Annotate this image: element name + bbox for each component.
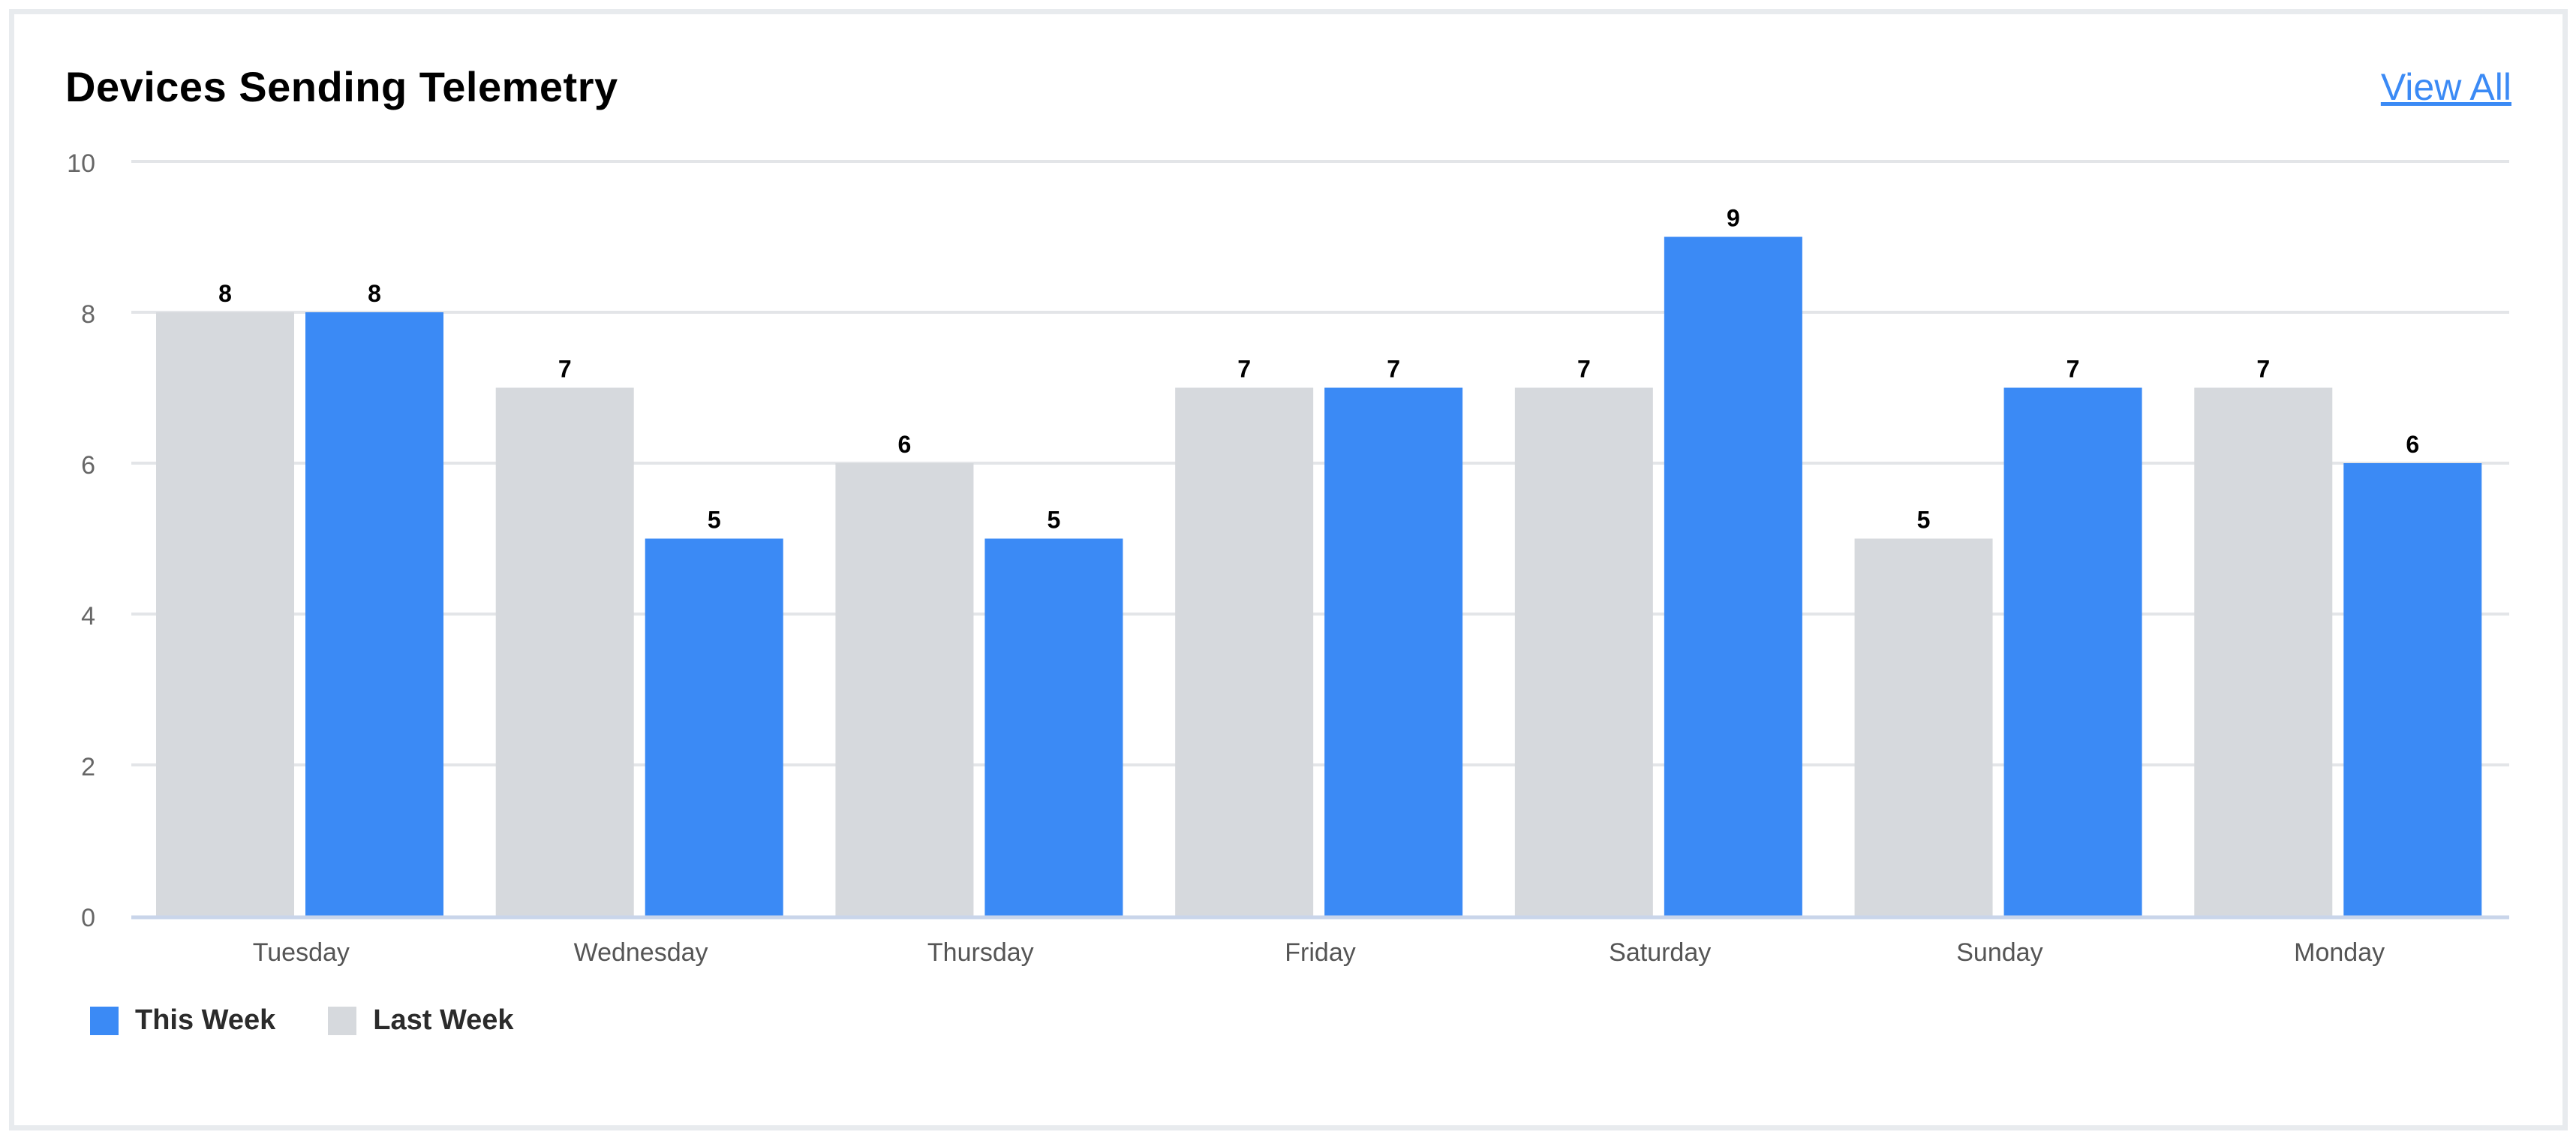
data-label: 8 xyxy=(218,280,232,307)
bar-this-week xyxy=(2003,387,2142,916)
data-label: 7 xyxy=(1237,356,1251,383)
bar-last-week xyxy=(2194,387,2333,916)
bar-this-week xyxy=(984,538,1123,916)
data-label: 9 xyxy=(1727,205,1740,232)
bar-this-week xyxy=(2343,463,2482,916)
y-tick-label: 8 xyxy=(81,300,95,329)
legend-item-this-week[interactable]: This Week xyxy=(90,1004,275,1037)
x-tick-label: Thursday xyxy=(927,938,1034,967)
data-label: 6 xyxy=(2406,431,2419,458)
y-tick-label: 0 xyxy=(81,904,95,932)
legend-item-last-week[interactable]: Last Week xyxy=(328,1004,514,1037)
bar-last-week xyxy=(1854,538,1993,916)
data-label: 7 xyxy=(1577,356,1591,383)
legend-label: Last Week xyxy=(373,1004,514,1036)
bar-last-week xyxy=(835,463,974,916)
bar-last-week xyxy=(156,312,294,916)
data-label: 7 xyxy=(558,356,572,383)
data-label: 5 xyxy=(708,507,721,534)
x-tick-label: Tuesday xyxy=(253,938,350,967)
chart-title: Devices Sending Telemetry xyxy=(65,63,618,110)
y-tick-label: 10 xyxy=(67,149,95,178)
data-label: 5 xyxy=(1917,507,1931,534)
legend-swatch-this-week xyxy=(90,1006,119,1035)
x-tick-label: Friday xyxy=(1285,938,1355,967)
data-label: 7 xyxy=(2256,356,2270,383)
bar-this-week xyxy=(1324,387,1463,916)
bar-last-week xyxy=(1175,387,1314,916)
y-tick-label: 2 xyxy=(81,753,95,781)
legend-swatch-last-week xyxy=(328,1006,357,1035)
x-tick-label: Saturday xyxy=(1609,938,1711,967)
data-label: 5 xyxy=(1048,507,1061,534)
x-tick-label: Sunday xyxy=(1956,938,2042,967)
legend-label: This Week xyxy=(135,1004,276,1036)
y-tick-label: 4 xyxy=(81,602,95,631)
bar-this-week xyxy=(305,312,443,916)
bar-last-week xyxy=(495,387,634,916)
bar-this-week xyxy=(1664,236,1802,916)
x-tick-label: Monday xyxy=(2294,938,2385,967)
data-label: 6 xyxy=(898,431,912,458)
bar-last-week xyxy=(1514,387,1653,916)
data-label: 8 xyxy=(368,280,381,307)
x-tick-label: Wednesday xyxy=(574,938,708,967)
data-label: 7 xyxy=(2067,356,2080,383)
view-all-link[interactable]: View All xyxy=(2380,66,2511,108)
legend: This Week Last Week xyxy=(90,1004,567,1037)
data-label: 7 xyxy=(1387,356,1400,383)
y-tick-label: 6 xyxy=(81,451,95,480)
bar-this-week xyxy=(645,538,783,916)
